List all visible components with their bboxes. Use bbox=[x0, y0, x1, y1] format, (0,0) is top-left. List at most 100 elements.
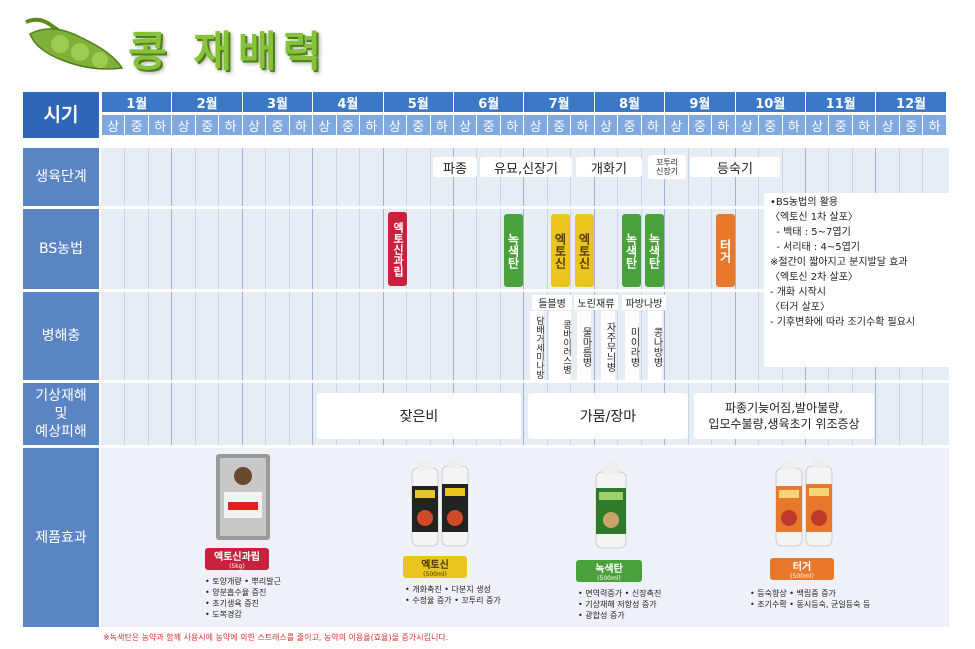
month-header: 11월 bbox=[806, 92, 876, 112]
grid-line bbox=[171, 209, 173, 289]
product-bullets-green: • 면역력증가 • 신장촉진 • 기상재해 저항성 증가 • 광합성 증가 bbox=[578, 588, 661, 621]
bullet: • 기상재해 저항성 증가 bbox=[578, 600, 657, 609]
grid-line bbox=[265, 383, 267, 445]
grid-line bbox=[194, 383, 196, 445]
grid-line bbox=[828, 148, 830, 206]
grid-line bbox=[711, 292, 713, 380]
subdivision-header: 하 bbox=[360, 115, 383, 135]
ekto-bottle-image bbox=[411, 458, 469, 547]
soybean-pod-icon bbox=[25, 17, 124, 70]
subdivision-header: 하 bbox=[641, 115, 665, 135]
grid-line bbox=[406, 148, 408, 206]
grid-line bbox=[312, 209, 314, 289]
bullet: • 등숙향상 • 백립중 증가 bbox=[750, 589, 836, 598]
pest-col-3: 물마름병 bbox=[577, 311, 591, 380]
grid-line bbox=[241, 383, 243, 445]
subdivision-header: 중 bbox=[336, 115, 360, 135]
subdivision-header: 하 bbox=[923, 115, 946, 135]
pest-cap-1: 들블병 bbox=[532, 295, 572, 310]
grid-line bbox=[124, 292, 126, 380]
bullet: • 초기생육 증진 bbox=[205, 599, 259, 608]
weather-label-line1: 기상재해 bbox=[35, 388, 87, 404]
grid-line bbox=[429, 209, 431, 289]
row-label-weather: 기상재해 및 예상피해 bbox=[23, 383, 99, 445]
subdivision-header: 하 bbox=[219, 115, 242, 135]
grid-line bbox=[851, 148, 853, 206]
grid-line bbox=[406, 292, 408, 380]
subdivision-header: 상 bbox=[594, 115, 618, 135]
grid-line bbox=[241, 292, 243, 380]
product-name: 녹색탄 bbox=[595, 564, 623, 575]
grid-line bbox=[429, 292, 431, 380]
grid-line bbox=[593, 292, 595, 380]
bullet: • 개화촉진 • 다분지 생성 bbox=[405, 585, 491, 594]
bs-note-line: - 개화 시작시 bbox=[770, 287, 826, 298]
month-header: 9월 bbox=[665, 92, 735, 112]
bs-turgor: 터거 bbox=[716, 214, 735, 287]
grid-line bbox=[617, 292, 619, 380]
grid-line bbox=[335, 148, 337, 206]
grid-line bbox=[898, 383, 900, 445]
month-header: 6월 bbox=[454, 92, 524, 112]
weather-late: 파종기늦어짐,발아불량, 입모수불량,생육초기 위조증상 bbox=[694, 393, 874, 439]
product-bullets-turgor: • 등숙향상 • 백립중 증가 • 조기수확 • 동시등숙, 균일등숙 등 bbox=[750, 588, 870, 610]
subdivision-header: 중 bbox=[125, 115, 148, 135]
grid-line bbox=[241, 209, 243, 289]
subdivision-header: 상 bbox=[806, 115, 829, 135]
month-header: 4월 bbox=[313, 92, 383, 112]
grid-line bbox=[687, 148, 689, 206]
grid-line bbox=[664, 292, 666, 380]
stage-ripening: 등숙기 bbox=[690, 157, 780, 177]
green-bottle-image bbox=[595, 462, 627, 549]
grid-line bbox=[640, 209, 642, 289]
ekto-granule-bag-image bbox=[216, 454, 270, 540]
month-header: 1월 bbox=[102, 92, 172, 112]
grid-line bbox=[265, 292, 267, 380]
grid-line bbox=[265, 148, 267, 206]
weather-label-line3: 예상피해 bbox=[35, 424, 87, 440]
grid-line bbox=[922, 383, 924, 445]
grid-line bbox=[359, 292, 361, 380]
product-size: (500ml) bbox=[423, 571, 447, 578]
page-title: 콩 재배력 bbox=[128, 27, 328, 76]
weather-rain: 잦은비 bbox=[317, 393, 521, 439]
pest-col-2: 콩바이러스병 bbox=[549, 311, 571, 380]
bs-note-line: •BS농법의 활용 bbox=[770, 197, 839, 208]
grid-line bbox=[124, 209, 126, 289]
grid-line bbox=[359, 148, 361, 206]
grid-line bbox=[875, 148, 877, 206]
bs-note-line: 〈터거 살포〉 bbox=[770, 302, 830, 313]
subdivision-header: 중 bbox=[759, 115, 782, 135]
product-label-ekto-granule: 엑토신과립 (5kg) bbox=[205, 548, 269, 570]
grid-line bbox=[147, 292, 149, 380]
product-name: 엑토신과립 bbox=[214, 552, 260, 563]
row-label-growth: 생육단계 bbox=[23, 148, 99, 206]
bs-note-line: 〈엑토신 1차 살포〉 bbox=[770, 212, 858, 223]
grid-line bbox=[241, 148, 243, 206]
bs-ekto-2: 엑토신 bbox=[575, 214, 594, 287]
grid-line bbox=[147, 383, 149, 445]
turgor-bottle-image bbox=[775, 458, 833, 547]
row-label-bs: BS농법 bbox=[23, 209, 99, 289]
grid-line bbox=[593, 148, 595, 206]
subdivision-header: 중 bbox=[547, 115, 571, 135]
grid-line bbox=[593, 209, 595, 289]
grid-line bbox=[382, 292, 384, 380]
grid-line bbox=[335, 209, 337, 289]
grid-line bbox=[664, 209, 666, 289]
pest-col-4: 자주무늬병 bbox=[601, 311, 615, 380]
grid-line bbox=[288, 209, 290, 289]
product-name: 엑토신 bbox=[421, 560, 449, 571]
grid-line bbox=[805, 148, 806, 206]
subdivision-header: 상 bbox=[383, 115, 407, 135]
grid-line bbox=[288, 148, 290, 206]
bullet: • 면역력증가 • 신장촉진 bbox=[578, 589, 662, 598]
bullet: • 조기수확 • 동시등숙, 균일등숙 등 bbox=[750, 600, 871, 609]
grid-line bbox=[570, 209, 572, 289]
grid-line bbox=[687, 209, 689, 289]
grid-line bbox=[476, 209, 478, 289]
grid-line bbox=[758, 209, 760, 289]
month-header: 5월 bbox=[383, 92, 453, 112]
grid-line bbox=[546, 148, 548, 206]
grid-line bbox=[218, 209, 220, 289]
